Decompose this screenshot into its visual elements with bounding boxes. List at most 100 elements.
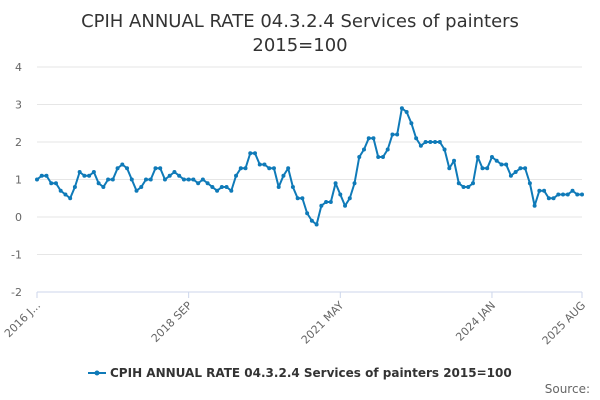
data-point[interactable] [281,173,286,178]
data-point[interactable] [271,166,276,171]
data-point[interactable] [480,166,485,171]
data-point[interactable] [376,155,381,159]
data-point[interactable] [210,185,215,189]
data-point[interactable] [570,188,575,193]
data-point[interactable] [527,181,532,186]
data-point[interactable] [115,166,120,171]
data-point[interactable] [319,203,324,208]
data-point[interactable] [565,192,570,197]
data-point[interactable] [537,188,542,193]
data-point[interactable] [380,155,385,159]
data-point[interactable] [423,140,428,144]
data-point[interactable] [309,218,314,223]
data-point[interactable] [219,185,224,189]
data-point[interactable] [489,155,494,159]
data-point[interactable] [68,196,73,201]
data-point[interactable] [542,188,547,193]
data-point[interactable] [77,170,82,174]
data-point[interactable] [148,177,153,182]
data-point[interactable] [110,177,115,182]
data-point[interactable] [513,170,518,174]
data-point[interactable] [442,147,447,152]
data-point[interactable] [324,200,329,204]
data-point[interactable] [485,166,490,171]
data-point[interactable] [290,185,295,189]
data-point[interactable] [461,185,466,189]
data-point[interactable] [338,192,343,197]
data-point[interactable] [305,211,310,216]
data-point[interactable] [471,181,475,186]
data-point[interactable] [139,185,144,189]
data-point[interactable] [371,136,376,141]
data-point[interactable] [234,173,239,178]
data-point[interactable] [158,166,163,171]
data-point[interactable] [200,177,205,182]
data-point[interactable] [267,166,272,171]
data-point[interactable] [82,173,87,178]
data-point[interactable] [72,185,77,189]
data-point[interactable] [546,196,551,201]
data-point[interactable] [58,188,63,193]
data-point[interactable] [101,185,106,189]
data-point[interactable] [504,162,509,167]
data-point[interactable] [238,166,243,171]
data-point[interactable] [409,121,414,126]
data-point[interactable] [257,162,262,167]
data-point[interactable] [120,162,125,167]
data-point[interactable] [186,177,191,182]
data-point[interactable] [134,188,139,193]
data-point[interactable] [466,185,471,189]
data-point[interactable] [172,170,177,174]
data-point[interactable] [229,188,234,193]
data-point[interactable] [328,200,333,204]
data-point[interactable] [523,166,528,171]
data-point[interactable] [96,181,101,186]
data-point[interactable] [39,173,44,178]
data-point[interactable] [215,188,220,193]
data-point[interactable] [63,192,68,197]
data-point[interactable] [385,147,390,152]
data-point[interactable] [433,140,438,144]
data-point[interactable] [395,132,400,137]
data-point[interactable] [49,181,54,186]
data-point[interactable] [366,136,371,141]
data-point[interactable] [428,140,433,144]
data-point[interactable] [205,181,210,186]
data-point[interactable] [494,158,499,163]
data-point[interactable] [357,155,362,159]
data-point[interactable] [499,162,504,167]
data-point[interactable] [125,166,130,171]
data-point[interactable] [191,177,196,182]
data-point[interactable] [404,110,409,114]
data-point[interactable] [224,185,229,189]
data-point[interactable] [167,173,172,178]
data-point[interactable] [153,166,158,171]
legend[interactable]: CPIH ANNUAL RATE 04.3.2.4 Services of pa… [88,366,512,380]
data-point[interactable] [475,155,480,159]
data-point[interactable] [551,196,556,201]
data-point[interactable] [129,177,134,182]
data-point[interactable] [333,181,338,186]
data-point[interactable] [181,177,186,182]
data-point[interactable] [248,151,253,156]
data-point[interactable] [106,177,111,182]
source-credit[interactable]: Source: [545,382,590,396]
data-point[interactable] [162,177,167,182]
data-point[interactable] [418,143,423,148]
data-point[interactable] [508,173,513,178]
data-point[interactable] [532,203,537,208]
data-point[interactable] [243,166,248,171]
data-point[interactable] [437,140,442,144]
data-point[interactable] [456,181,461,186]
data-point[interactable] [343,203,348,208]
data-point[interactable] [399,106,404,111]
data-point[interactable] [452,158,457,163]
data-point[interactable] [575,192,580,197]
data-point[interactable] [518,166,523,171]
data-point[interactable] [286,166,291,171]
data-point[interactable] [347,196,352,201]
data-point[interactable] [362,147,366,152]
data-point[interactable] [177,173,182,178]
data-point[interactable] [144,177,148,182]
data-point[interactable] [53,181,58,186]
